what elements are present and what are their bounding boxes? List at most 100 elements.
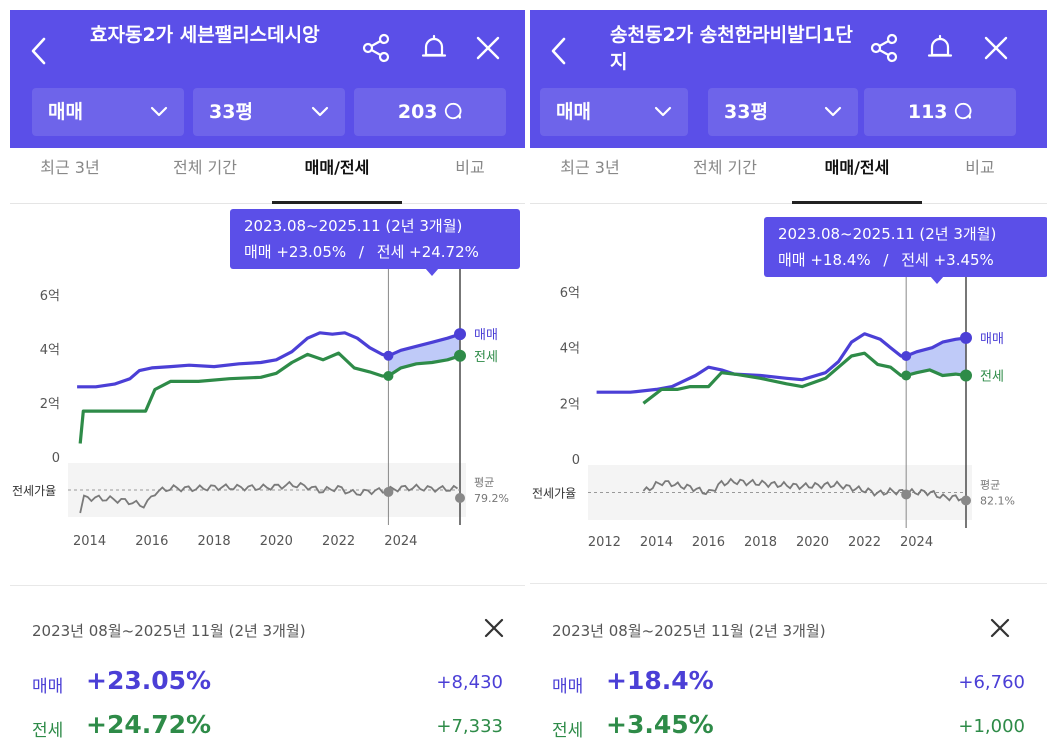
area-value: 33평 (724, 101, 768, 123)
ratio-avg-label: 평균 (474, 476, 494, 489)
header-bar: 송천동2가 송천한라비발디1단지 매매 (530, 10, 1047, 148)
sale-series-line (77, 331, 461, 389)
transaction-count: 203 (397, 101, 438, 123)
trade-type-select[interactable]: 매매 (540, 88, 688, 136)
x-tick-label: 2022 (322, 534, 355, 549)
summary-row-jeonse: 전세 +24.72% +7,333 (32, 710, 525, 750)
summary-period: 2023년 08월~2025년 11월 (2년 3개월) (552, 622, 826, 640)
summary-jeonse-label: 전세 (32, 721, 64, 741)
chevron-left-icon (551, 37, 566, 65)
legend-sale: 매매 (980, 332, 1004, 347)
tab-recent-3y[interactable]: 최근 3년 (40, 158, 100, 177)
ratio-avg-label: 평균 (980, 479, 1000, 492)
summary-sale-pct: +18.4% (606, 666, 714, 695)
trade-type-value: 매매 (48, 101, 83, 123)
x-tick-label: 2012 (588, 535, 621, 550)
x-tick-label: 2016 (135, 534, 168, 549)
transaction-count-button[interactable]: 113 (864, 88, 1016, 136)
close-icon (984, 36, 1008, 60)
ratio-avg-value: 82.1% (980, 495, 1015, 508)
share-icon (870, 33, 898, 63)
tab-sale-jeonse[interactable]: 매매/전세 (792, 148, 922, 204)
tab-sale-jeonse[interactable]: 매매/전세 (272, 148, 402, 204)
jeonse-series-line (78, 351, 461, 444)
summary-period: 2023년 08월~2025년 11월 (2년 3개월) (32, 622, 306, 640)
tooltip-sale: 매매 +18.4% (778, 251, 871, 269)
speech-bubble-icon (445, 102, 462, 120)
bell-icon (421, 34, 447, 57)
jeonse-series-line (642, 351, 967, 405)
tab-all-period[interactable]: 전체 기간 (693, 158, 757, 177)
tab-all-period[interactable]: 전체 기간 (173, 158, 237, 177)
summary-close-button[interactable] (986, 614, 1014, 642)
legend-jeonse: 전세 (474, 350, 498, 365)
share-button[interactable] (360, 32, 392, 64)
period-tooltip: 2023.08~2025.11 (2년 3개월) 매매 +23.05% / 전세… (230, 209, 520, 276)
jeonse-end-point (960, 369, 972, 382)
ratio-avg-value: 79.2% (474, 492, 509, 505)
back-button[interactable] (548, 30, 584, 74)
jeonse-end-point (454, 349, 466, 362)
area-select[interactable]: 33평 (708, 88, 858, 136)
ratio-marker-point (901, 489, 912, 500)
tab-recent-3y[interactable]: 최근 3년 (560, 158, 620, 177)
ratio-label: 전세가율 (12, 484, 56, 498)
summary-jeonse-pct: +24.72% (86, 710, 212, 739)
notification-button[interactable] (924, 32, 956, 64)
summary-sale-abs: +6,760 (958, 672, 1025, 693)
chevron-down-icon (311, 88, 329, 136)
page-title: 효자동2가 세븐팰리스데시앙 (90, 24, 320, 46)
y-tick-label: 4억 (560, 342, 580, 357)
sale-end-point (454, 328, 466, 341)
y-tick-label: 6억 (560, 286, 580, 301)
tooltip-jeonse: 전세 +3.45% (901, 251, 994, 269)
chevron-left-icon (31, 37, 46, 65)
price-chart[interactable]: 6억 4억 2억 0 2012 2014 2016 2018 2020 2022 2024 매매 전세 전… (530, 205, 1047, 565)
close-button[interactable] (980, 32, 1012, 64)
page-title: 송천동2가 송천한라비발디1단지 (610, 24, 853, 73)
tooltip-separator: / (883, 251, 889, 269)
chevron-down-icon (654, 88, 672, 136)
sale-series-line (596, 332, 967, 394)
apartment-panel-right: 송천동2가 송천한라비발디1단지 매매 (530, 0, 1047, 752)
summary-close-button[interactable] (480, 614, 508, 642)
jeonse-start-point (901, 370, 912, 381)
y-tick-label: 6억 (40, 289, 60, 304)
x-tick-label: 2018 (744, 535, 777, 550)
area-select[interactable]: 33평 (193, 88, 345, 136)
summary-sale-label: 매매 (552, 677, 584, 697)
price-chart-svg: 6억 4억 2억 0 2012 2014 2016 2018 2020 2022 2024 매매전세전… (532, 265, 1015, 550)
transaction-count-button[interactable]: 203 (354, 88, 506, 136)
close-button[interactable] (472, 32, 504, 64)
sale-end-point (960, 331, 972, 344)
x-tick-label: 2016 (692, 535, 725, 550)
tooltip-changes: 매매 +18.4% / 전세 +3.45% (778, 247, 1034, 273)
legend-sale: 매매 (474, 328, 498, 343)
divider (530, 583, 1047, 584)
summary-sale-pct: +23.05% (86, 666, 212, 695)
tab-compare[interactable]: 비교 (965, 158, 995, 177)
ratio-label: 전세가율 (532, 487, 576, 501)
x-tick-label: 2014 (640, 535, 673, 550)
chart-tabs: 최근 3년 전체 기간 매매/전세 비교 (10, 148, 525, 204)
price-chart[interactable]: 6억 4억 2억 0 2014 2016 2018 2020 2022 2024 매매 전세 전세가율 평… (10, 205, 525, 565)
tooltip-arrow (425, 268, 439, 276)
jeonse-start-point (383, 371, 394, 381)
header-bar: 효자동2가 세븐팰리스데시앙 매매 (10, 10, 525, 148)
back-button[interactable] (28, 30, 64, 74)
share-icon (362, 33, 390, 63)
summary-row-sale: 매매 +18.4% +6,760 (552, 666, 1047, 706)
tooltip-period: 2023.08~2025.11 (2년 3개월) (244, 217, 463, 235)
tab-compare[interactable]: 비교 (455, 158, 485, 177)
apartment-panel-left: 효자동2가 세븐팰리스데시앙 매매 (10, 10, 525, 750)
transaction-count: 113 (907, 101, 948, 123)
y-tick-label: 0 (52, 451, 60, 466)
trade-type-select[interactable]: 매매 (32, 88, 184, 136)
summary-sale-abs: +8,430 (436, 672, 503, 693)
summary-jeonse-abs: +1,000 (958, 716, 1025, 737)
notification-button[interactable] (418, 32, 450, 64)
share-button[interactable] (868, 32, 900, 64)
legend-jeonse: 전세 (980, 370, 1004, 385)
tooltip-arrow (930, 276, 944, 284)
